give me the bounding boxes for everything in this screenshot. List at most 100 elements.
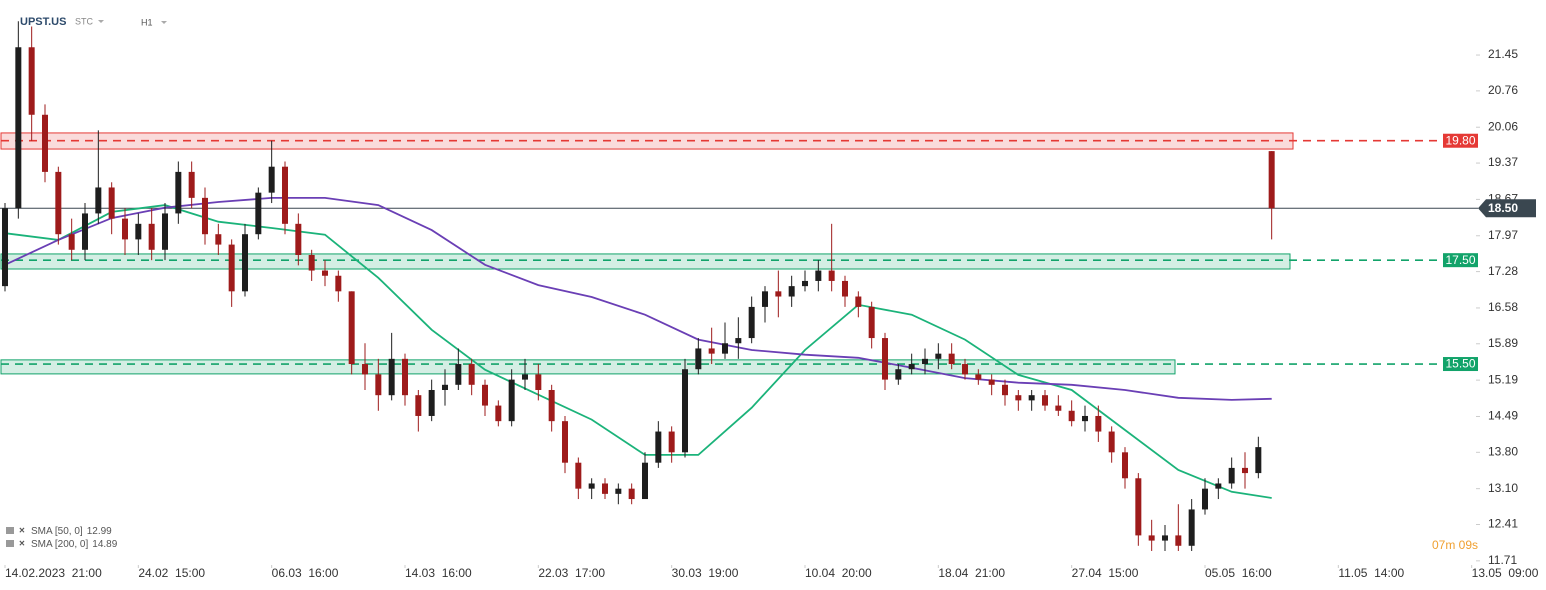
- candle-body: [1055, 405, 1062, 411]
- candle-body: [162, 213, 168, 250]
- source[interactable]: STC: [75, 16, 94, 26]
- candle-body: [455, 364, 462, 385]
- candle-body: [1135, 478, 1142, 536]
- candle-body: [628, 488, 635, 500]
- candle-body: [148, 223, 155, 250]
- y-tick-label: 21.45: [1488, 47, 1518, 61]
- candle-body: [935, 353, 942, 359]
- y-tick-label: 11.71: [1488, 553, 1517, 567]
- candle-body: [242, 234, 248, 292]
- candle-body: [388, 358, 395, 396]
- level-label-box: [1443, 253, 1478, 268]
- candle-body: [615, 488, 622, 494]
- candle-body: [1228, 467, 1235, 484]
- level-label: 17.50: [1445, 253, 1475, 267]
- candle-body: [855, 296, 862, 307]
- legend-name: SMA [50, 0]: [31, 526, 83, 537]
- legend-name: SMA [200, 0]: [31, 539, 88, 550]
- current-price-label: 18.50: [1488, 201, 1518, 215]
- candle-body: [562, 421, 568, 463]
- candle-body: [588, 483, 595, 489]
- x-tick-label: 22.03 17:00: [538, 566, 605, 580]
- candle-body: [602, 483, 608, 494]
- x-tick-label: 13.05 09:00: [1472, 566, 1539, 580]
- x-tick-label: 27.04 15:00: [1072, 566, 1139, 580]
- dropdown-arrow: [161, 21, 167, 24]
- y-tick-label: 12.41: [1488, 517, 1518, 531]
- candle-body: [1175, 535, 1182, 546]
- candle-body: [228, 244, 235, 292]
- candle-body: [1122, 452, 1128, 479]
- candle-body: [1068, 410, 1075, 422]
- candle-body: [375, 374, 382, 396]
- candle-body: [668, 431, 675, 453]
- symbol[interactable]: UPST.US: [20, 16, 66, 28]
- candle-body: [322, 270, 328, 276]
- interval[interactable]: H1: [141, 17, 153, 27]
- candle-body: [1082, 415, 1088, 422]
- legend-entry: SMA [200, 0] 14.89: [31, 539, 118, 550]
- candle-body: [908, 364, 915, 370]
- x-tick-label: 06.03 16:00: [272, 566, 339, 580]
- y-tick-label: 15.19: [1488, 372, 1518, 386]
- candle-body: [575, 462, 582, 489]
- legend-entry: SMA [50, 0] 12.99: [31, 526, 112, 537]
- candle-body: [495, 405, 502, 422]
- candle-body: [348, 291, 355, 365]
- candle-body: [1188, 509, 1195, 546]
- candle-body: [482, 384, 488, 406]
- y-tick-label: 13.10: [1488, 481, 1518, 495]
- candle-body: [415, 395, 422, 416]
- candle-body: [695, 348, 702, 370]
- candle-body: [882, 338, 888, 380]
- y-tick-label: 20.06: [1488, 119, 1518, 133]
- x-tick-label: 05.05 16:00: [1205, 566, 1272, 580]
- candle-body: [682, 369, 688, 453]
- candle-body: [122, 218, 128, 240]
- y-tick-label: 17.97: [1488, 228, 1518, 242]
- candle-body: [55, 171, 62, 235]
- candle-body: [308, 254, 315, 271]
- candle-body: [842, 280, 848, 297]
- candle-body: [1095, 415, 1102, 432]
- candle-body: [815, 270, 822, 281]
- candle-body: [428, 389, 435, 416]
- candle-body: [762, 291, 768, 307]
- candle-body: [708, 348, 715, 354]
- current-price-box: [1478, 199, 1536, 218]
- candle-body: [215, 234, 222, 245]
- candle-body: [1215, 483, 1222, 489]
- candle-body: [748, 306, 755, 339]
- x-tick-label: 24.02 15:00: [138, 566, 205, 580]
- x-tick-label: 14.02.2023 21:00: [5, 566, 102, 580]
- candle-body: [28, 47, 35, 115]
- candle-body: [735, 338, 742, 344]
- candle-body: [1148, 535, 1155, 541]
- candle-body: [975, 374, 982, 380]
- sma-line: [4, 197, 1272, 401]
- candle-body: [722, 343, 728, 354]
- x-tick-label: 14.03 16:00: [405, 566, 472, 580]
- candle-body: [362, 364, 368, 375]
- x-tick-label: 11.05 14:00: [1338, 566, 1404, 580]
- candle-body: [295, 223, 302, 255]
- candle-body: [202, 197, 208, 235]
- level-label-box: [1443, 357, 1478, 372]
- candle-body: [1108, 431, 1115, 453]
- candle-body: [948, 353, 955, 365]
- level-label: 15.50: [1445, 357, 1475, 371]
- candle-body: [468, 364, 475, 385]
- candle-body: [1202, 488, 1208, 510]
- candle-body: [775, 291, 782, 297]
- zone: [0, 253, 1291, 270]
- candle-body: [802, 280, 808, 287]
- level-label-box: [1443, 133, 1478, 148]
- candle-body: [642, 462, 648, 500]
- countdown: 07m 09s: [1432, 538, 1478, 552]
- candle-body: [335, 275, 342, 292]
- level-label: 19.80: [1445, 133, 1475, 147]
- candle-body: [15, 47, 22, 209]
- y-tick-label: 20.76: [1488, 83, 1518, 97]
- candle-body: [1042, 395, 1048, 406]
